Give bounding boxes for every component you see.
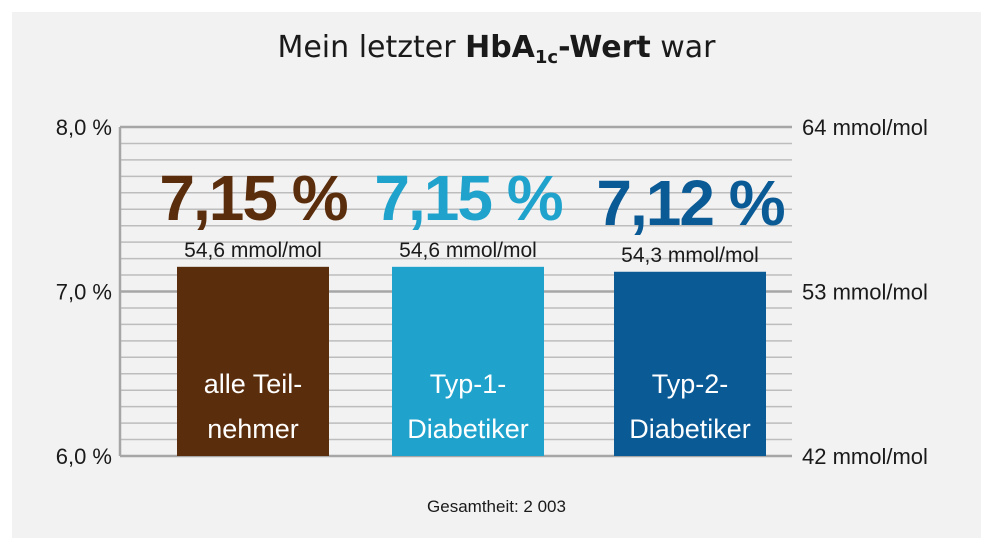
bar [392,266,544,456]
right-tick-label: 64 mmol/mol [802,115,928,140]
category-label: Diabetiker [407,414,529,444]
footnote: Gesamtheit: 2 003 [427,497,566,516]
title-suffix: war [650,30,716,65]
category-label: nehmer [207,414,299,444]
chart-title: Mein letzter HbA1c-Wert war [0,30,993,68]
right-tick-label: 42 mmol/mol [802,444,928,469]
category-label: Diabetiker [629,414,751,444]
mmol-label: 54,3 mmol/mol [621,244,759,267]
left-tick-label: 7,0 % [56,280,112,305]
category-label: Typ-1- [430,369,507,399]
bar [177,266,329,456]
mmol-label: 54,6 mmol/mol [399,239,537,262]
mmol-label: 54,6 mmol/mol [184,239,322,262]
title-bold-suffix: -Wert [558,30,651,65]
left-tick-label: 8,0 % [56,115,112,140]
value-label: 7,15 % [374,162,562,234]
right-tick-label: 53 mmol/mol [802,280,928,305]
category-label: Typ-2- [652,369,729,399]
value-label: 7,12 % [596,167,784,239]
title-bold-main: HbA [465,30,535,65]
left-tick-label: 6,0 % [56,444,112,469]
category-label: alle Teil- [204,369,303,399]
title-bold-sub: 1c [534,47,559,68]
bar [614,271,766,456]
value-label: 7,15 % [159,162,347,234]
title-prefix: Mein letzter [277,30,466,65]
